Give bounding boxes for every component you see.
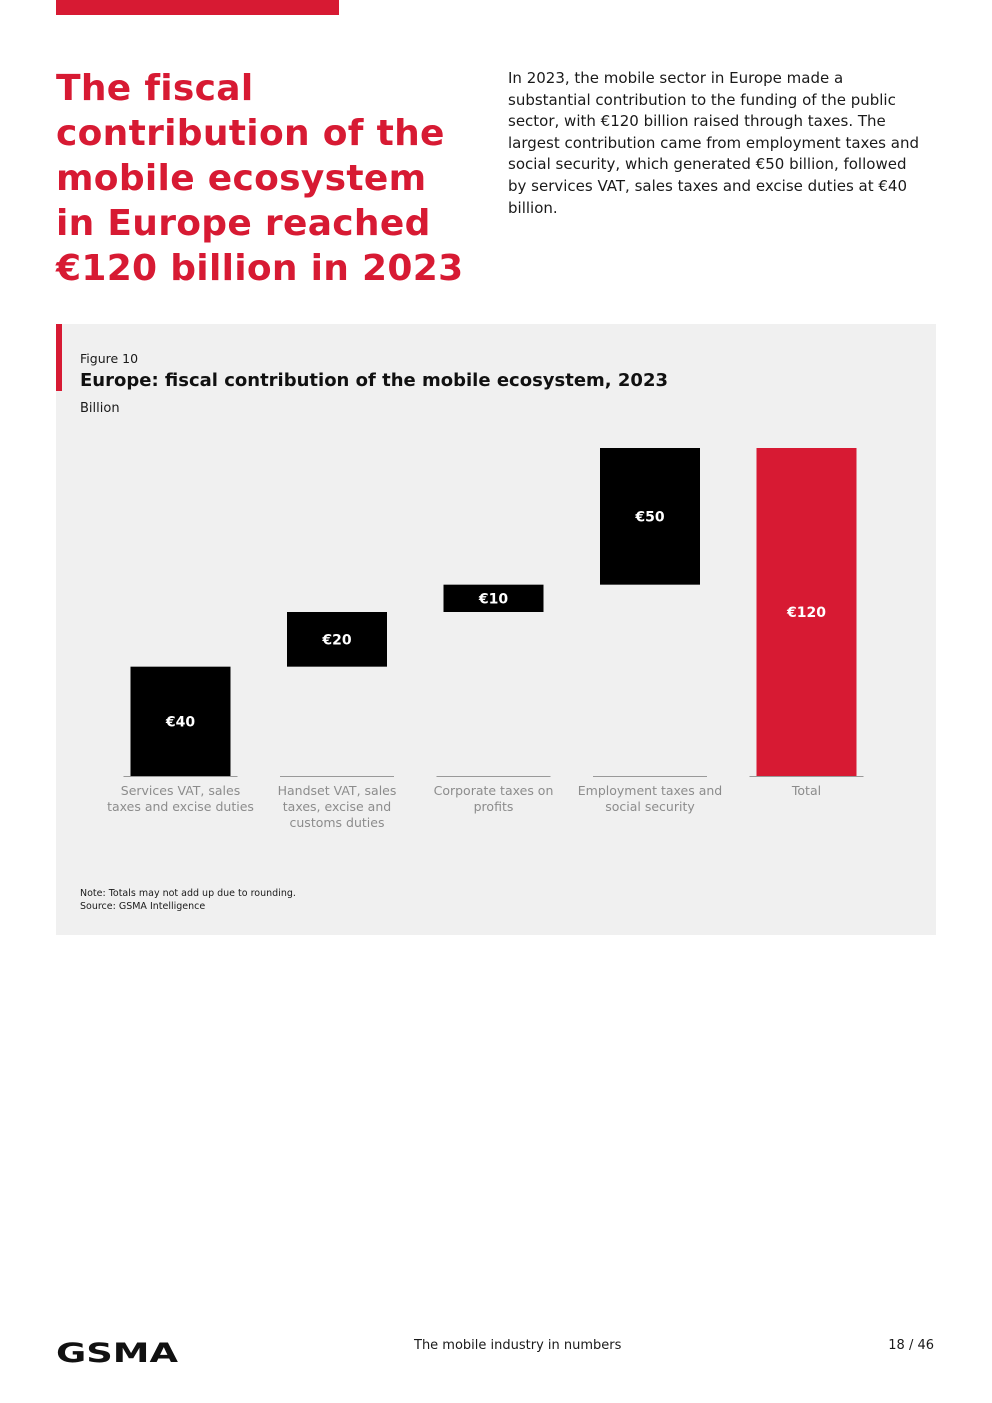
data-label: €20 [321,632,351,648]
bar-2 [287,612,387,667]
figure-label: Figure 10 [80,351,139,366]
category-label: Corporate taxes on profits [433,783,554,814]
bar-total [756,448,857,776]
category-label: Total [791,783,822,798]
figure-unit: Billion [80,401,120,416]
gsma-logo: GSMA [56,1338,178,1367]
data-label: €50 [634,509,664,525]
category-label: Handset VAT, sales taxes, excise and cus… [277,783,397,830]
intro-paragraph: In 2023, the mobile sector in Europe mad… [508,69,919,217]
footer-publication-title: The mobile industry in numbers [414,1338,622,1353]
gsma-logo-text: GSMA [56,1338,178,1367]
figure-notes: Note: Totals may not add up due to round… [80,887,296,913]
page-number: 18 / 46 [888,1338,934,1353]
category-label: Employment taxes and social security [577,783,723,814]
top-accent-bar [56,0,339,15]
bar-1 [130,666,231,776]
page-headline: The fiscal contribution of the mobile ec… [56,68,464,289]
waterfall-chart: €40 €20 €10 €50 €120 [123,448,864,777]
category-label: Services VAT, sales taxes and excise dut… [107,783,254,814]
bar-3 [443,584,544,612]
figure-title: Europe: fiscal contribution of the mobil… [80,370,668,391]
data-label: €40 [165,714,195,730]
figure-source: Source: GSMA Intelligence [80,901,206,912]
figure-note: Note: Totals may not add up due to round… [80,888,296,899]
figure-accent-bar [56,324,62,391]
data-label: €120 [786,605,826,621]
data-label: €10 [478,591,508,607]
figure-panel: Figure 10 Europe: fiscal contribution of… [56,324,936,935]
bar-4 [600,448,700,585]
